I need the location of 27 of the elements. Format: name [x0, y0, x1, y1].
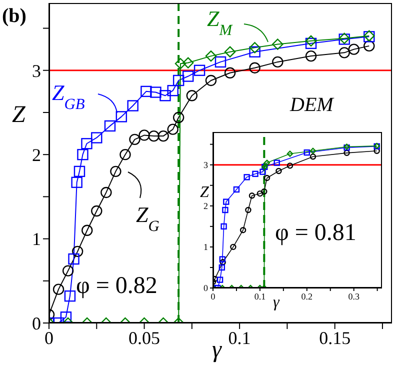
y-tick-label: 3: [204, 160, 208, 170]
x-axis-title: γ: [273, 294, 280, 311]
x-tick-label: 0.15: [319, 328, 351, 348]
x-tick-label: 0.1: [254, 291, 266, 302]
x-tick-label: 0.3: [348, 291, 360, 302]
annotation: φ = 0.81: [275, 220, 356, 246]
series-label: Z$_{G}$: [136, 202, 160, 234]
y-axis-title: Z: [12, 102, 26, 128]
y-tick-label: 0: [204, 283, 208, 294]
y-tick-label: 3: [32, 60, 41, 81]
y-tick-label: 1: [204, 242, 208, 252]
legend-label: Z$_{GB}$: [52, 80, 86, 112]
legend-label: Z$_{M}$: [207, 6, 234, 38]
y-axis-title: Z: [200, 184, 210, 201]
y-tick-label: 0: [32, 313, 41, 334]
x-tick-label: 0.2: [301, 291, 313, 302]
x-tick-label: 0.1: [228, 328, 251, 348]
x-tick-label: 0: [210, 291, 216, 302]
y-tick-label: 2: [32, 144, 41, 165]
annotation: DEM: [289, 94, 335, 116]
x-tick-label: 0: [44, 328, 54, 348]
chart-title: (b): [2, 5, 26, 27]
annotation: φ = 0.82: [76, 273, 158, 299]
y-tick-label: 2: [204, 201, 208, 212]
x-tick-label: 0.05: [128, 328, 160, 348]
x-axis-title: γ: [212, 337, 222, 363]
y-tick-label: 1: [32, 229, 41, 250]
